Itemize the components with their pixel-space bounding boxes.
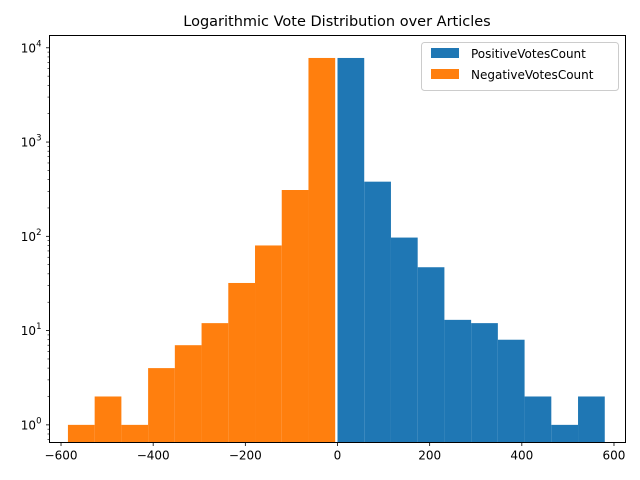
positive-bar-3 xyxy=(417,267,445,443)
bars-layer xyxy=(67,57,605,443)
negative-bar-5 xyxy=(201,323,229,443)
negative-bar-9 xyxy=(308,57,336,443)
positive-bar-6 xyxy=(497,339,525,443)
x-tick-label: 400 xyxy=(510,449,533,463)
positive-bar-7 xyxy=(524,396,552,443)
positive-bar-4 xyxy=(444,319,472,443)
x-tick-label: 200 xyxy=(418,449,441,463)
positive-bar-2 xyxy=(390,237,418,443)
legend-frame xyxy=(421,42,619,91)
negative-bar-8 xyxy=(281,190,309,443)
y-tick-label: 100 xyxy=(21,416,42,432)
negative-bar-0 xyxy=(67,424,95,443)
y-tick-label: 101 xyxy=(21,322,42,338)
negative-bar-6 xyxy=(228,282,256,443)
negative-bar-2 xyxy=(121,424,149,443)
x-tick-label: 0 xyxy=(334,449,342,463)
negative-bar-3 xyxy=(148,368,175,443)
y-tick-label: 103 xyxy=(21,134,42,150)
legend-label: NegativeVotesCount xyxy=(471,68,594,82)
negative-bar-7 xyxy=(255,245,282,443)
y-tick-label: 102 xyxy=(21,228,42,244)
x-tick-label: −400 xyxy=(137,449,170,463)
negative-bar-4 xyxy=(174,345,202,443)
positive-bar-5 xyxy=(471,323,498,443)
x-tick-label: −200 xyxy=(229,449,262,463)
legend-label: PositiveVotesCount xyxy=(471,47,586,61)
positive-bar-8 xyxy=(551,424,579,443)
chart-title: Logarithmic Vote Distribution over Artic… xyxy=(183,14,490,30)
legend-swatch xyxy=(431,69,459,79)
x-tick-label: 600 xyxy=(603,449,626,463)
x-axis: −600 −400 −200 0 200 400 600 xyxy=(45,442,626,463)
positive-bar-0 xyxy=(337,57,365,443)
x-tick-label: −600 xyxy=(45,449,78,463)
y-tick-label: 104 xyxy=(21,39,42,55)
positive-bar-9 xyxy=(578,396,605,443)
legend-swatch xyxy=(431,48,459,58)
y-axis: 100 101 102 103 104 xyxy=(21,39,50,440)
positive-bar-1 xyxy=(364,181,391,443)
legend: PositiveVotesCount NegativeVotesCount xyxy=(421,42,619,91)
negative-bar-1 xyxy=(94,396,122,443)
